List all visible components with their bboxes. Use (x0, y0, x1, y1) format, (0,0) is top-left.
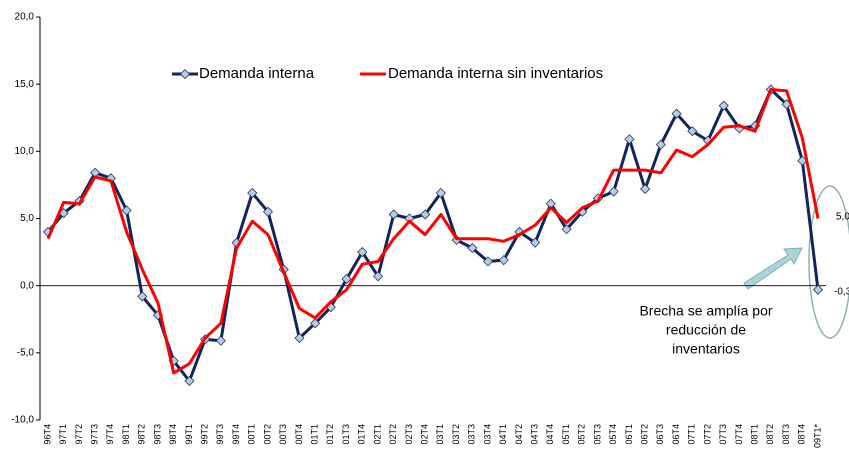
x-tick-label: 06T3 (655, 424, 665, 445)
x-tick-label: 05T1 (561, 424, 571, 445)
x-tick-label: 02T1 (372, 424, 382, 445)
annotation: inventarios (672, 341, 740, 357)
data-point (310, 318, 321, 329)
x-tick-label: 02T4 (420, 424, 430, 445)
x-tick-label: 04T3 (530, 424, 540, 445)
data-point (215, 335, 226, 346)
x-tick-label: 06T4 (671, 424, 681, 445)
x-tick-label: 00T2 (262, 424, 272, 445)
data-point (530, 237, 541, 248)
data-point (262, 206, 274, 217)
y-tick-label: 20,0 (15, 12, 35, 23)
x-tick-label: 97T3 (90, 424, 100, 445)
x-tick-label: 03T2 (451, 424, 461, 445)
data-point (247, 187, 258, 199)
x-tick-label: 05T2 (577, 424, 587, 445)
data-point (341, 273, 352, 285)
annotation: reducción de (666, 322, 746, 338)
x-tick-label: 07T4 (734, 424, 744, 445)
data-point (388, 209, 399, 220)
annotation: -0,3 (834, 287, 849, 298)
data-point (687, 126, 698, 137)
x-tick-label: 99T1 (184, 424, 194, 445)
x-tick-label: 03T3 (467, 424, 477, 445)
x-tick-label: 05T3 (592, 424, 602, 445)
y-tick-label: 5,0 (20, 213, 34, 224)
data-point (467, 242, 478, 254)
data-point (357, 247, 368, 258)
x-tick-label: 08T2 (765, 424, 775, 445)
x-tick-label: 08T1 (750, 424, 760, 445)
data-point (294, 332, 305, 344)
data-point (482, 256, 494, 267)
x-tick-label: 02T3 (404, 424, 414, 445)
data-point (420, 209, 431, 220)
x-tick-label: 09T1* (812, 424, 822, 449)
x-tick-label: 99T2 (200, 424, 210, 445)
annotation: 5,0 (836, 212, 849, 223)
x-tick-label: 07T1 (687, 424, 697, 445)
x-tick-label: 03T1 (435, 424, 445, 445)
data-point (561, 224, 572, 235)
data-point (718, 100, 729, 111)
x-tick-label: 01T3 (341, 424, 351, 445)
x-tick-label: 00T4 (294, 424, 304, 445)
data-point (812, 284, 824, 295)
x-tick-label: 97T2 (74, 424, 84, 445)
x-tick-label: 08T4 (797, 424, 807, 445)
x-tick-label: 98T2 (137, 424, 147, 445)
data-point (640, 183, 651, 195)
series-line (46, 88, 820, 375)
x-tick-label: 00T3 (278, 424, 288, 445)
x-tick-label: 03T4 (482, 424, 492, 445)
y-tick-label: -5,0 (17, 347, 35, 358)
x-tick-label: 98T1 (121, 424, 131, 445)
data-point (608, 186, 619, 197)
x-tick-label: 07T3 (718, 424, 728, 445)
x-tick-label: 01T2 (325, 424, 335, 445)
x-tick-label: 99T3 (215, 424, 225, 445)
y-tick-label: 15,0 (15, 79, 35, 90)
x-tick-label: 97T4 (105, 424, 115, 445)
x-tick-label: 08T3 (781, 424, 791, 445)
x-tick-label: 04T4 (545, 424, 555, 445)
legend-label: Demanda interna sin inventarios (388, 65, 603, 82)
x-tick-label: 98T3 (152, 424, 162, 445)
x-tick-label: 06T1 (624, 424, 634, 445)
legend-marker (179, 68, 191, 80)
highlight-ellipse (808, 185, 849, 339)
data-point (184, 375, 195, 387)
y-tick-label: -10,0 (11, 415, 34, 426)
x-tick-label: 02T2 (388, 424, 398, 445)
data-point (671, 108, 682, 119)
x-tick-label: 96T4 (42, 424, 52, 445)
data-point (137, 291, 148, 302)
data-point (498, 255, 509, 266)
data-point (435, 187, 446, 199)
x-tick-label: 07T2 (702, 424, 712, 445)
x-tick-label: 05T4 (608, 424, 618, 445)
x-tick-label: 00T1 (247, 424, 257, 445)
data-point (624, 134, 635, 145)
arrow (743, 247, 803, 290)
x-tick-label: 01T1 (310, 424, 320, 445)
x-tick-label: 06T2 (640, 424, 650, 445)
data-point (121, 205, 132, 216)
x-tick-label: 04T1 (498, 424, 508, 445)
y-tick-label: 10,0 (15, 146, 35, 157)
legend-label: Demanda interna (199, 65, 315, 82)
x-tick-label: 99T4 (231, 424, 241, 445)
data-point (372, 271, 384, 282)
series-line (46, 88, 820, 383)
x-tick-label: 01T4 (357, 424, 367, 445)
x-tick-label: 04T2 (514, 424, 524, 445)
data-point (655, 139, 666, 150)
annotation: Brecha se amplía por (639, 303, 772, 319)
x-tick-label: 97T1 (58, 424, 68, 445)
x-tick-label: 98T4 (168, 424, 178, 445)
y-tick-label: 0,0 (20, 280, 34, 291)
